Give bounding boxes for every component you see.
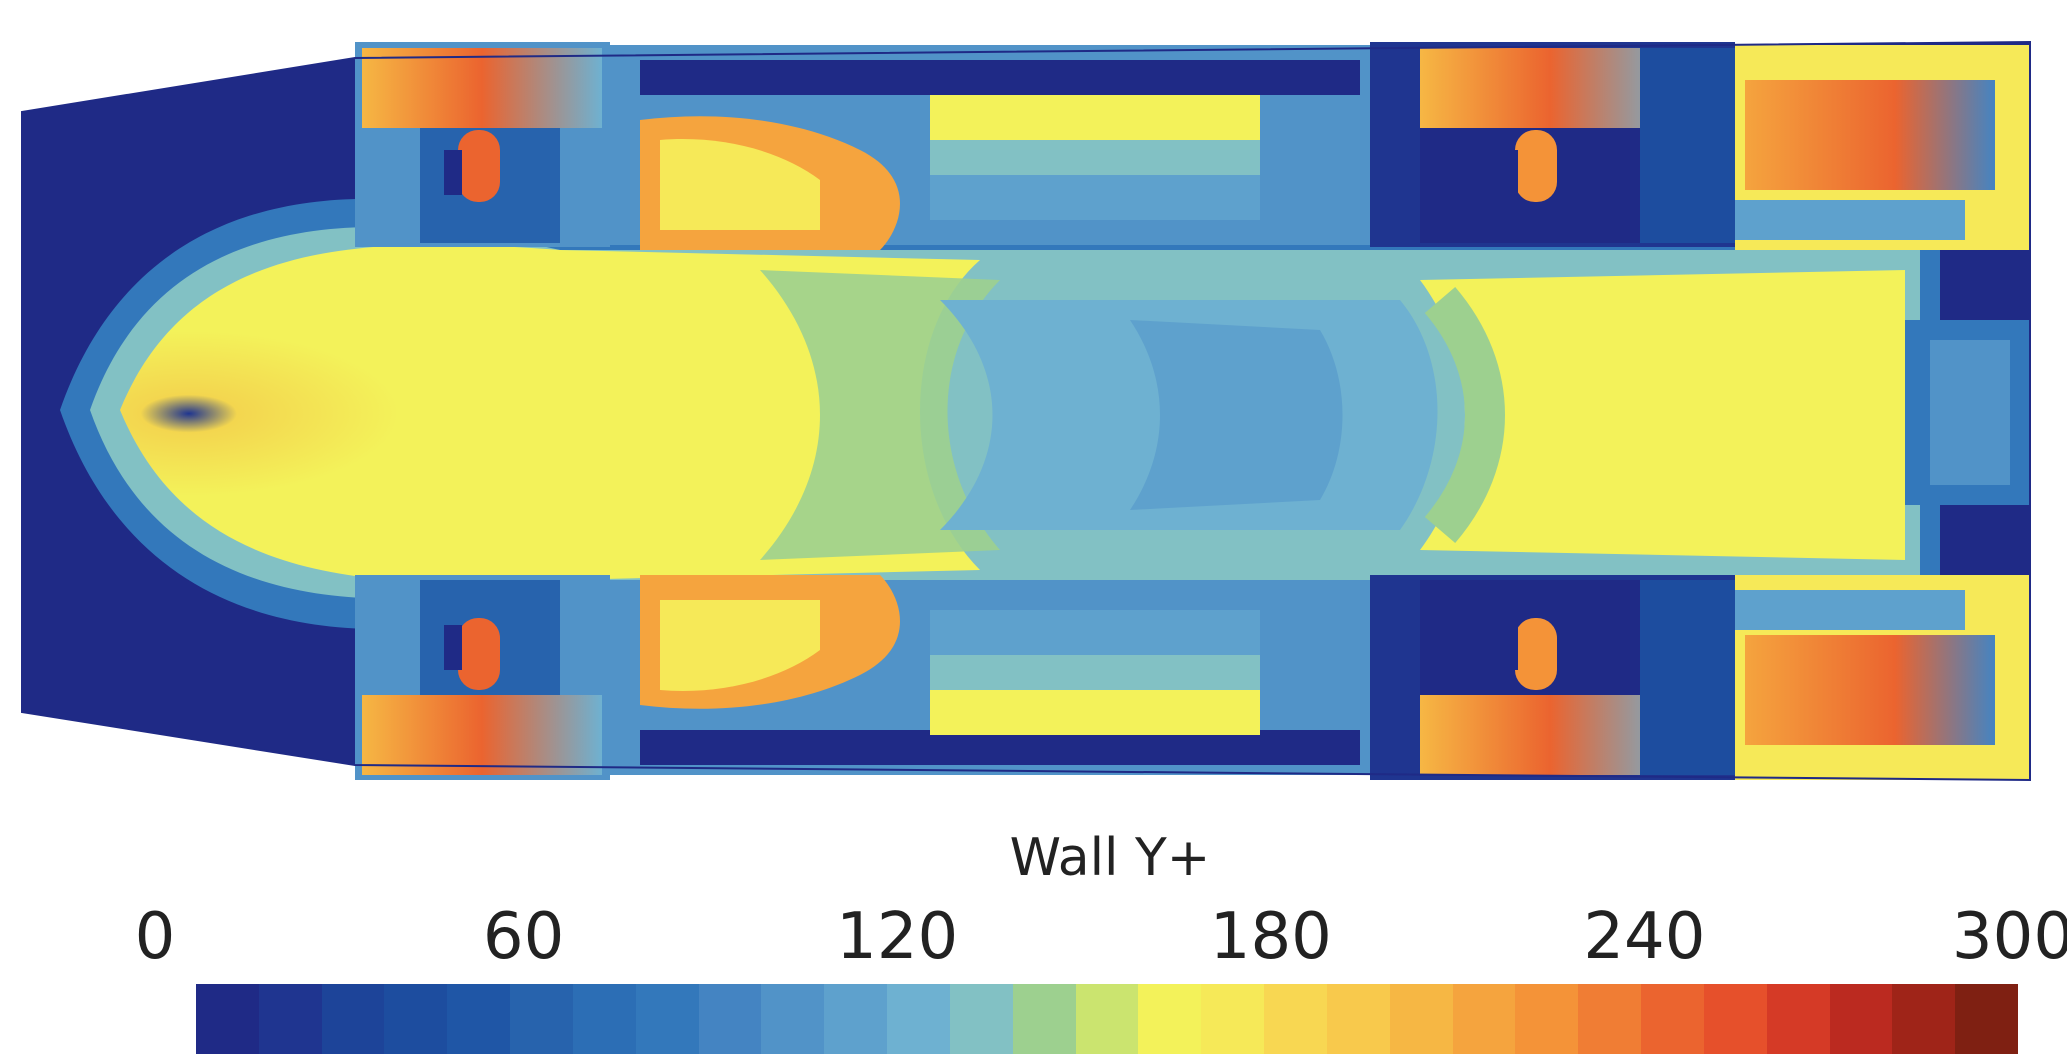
colorbar-segment	[1829, 984, 1893, 1054]
colorbar-segment	[698, 984, 762, 1054]
rear-zones	[1735, 45, 2030, 780]
colorbar-tick-label: 240	[1583, 900, 1706, 974]
colorbar-tick-label: 0	[134, 900, 176, 974]
colorbar-segment	[1578, 984, 1642, 1054]
colorbar-segment	[635, 984, 699, 1054]
front-lower-wheel	[355, 575, 610, 780]
colorbar-segment	[1389, 984, 1453, 1054]
lower-channel	[610, 575, 1370, 775]
colorbar-segment	[1955, 984, 2019, 1054]
colorbar-segment	[887, 984, 950, 1054]
upper-channel	[610, 45, 1370, 250]
colorbar-segment	[1703, 984, 1767, 1054]
colorbar-segment	[572, 984, 636, 1054]
colorbar-segment	[1326, 984, 1390, 1054]
colorbar-segment	[196, 984, 259, 1054]
colorbar-segment	[510, 984, 573, 1054]
colorbar-segment	[1075, 984, 1139, 1054]
colorbar-segment	[1515, 984, 1579, 1054]
colorbar	[196, 984, 2019, 1054]
colorbar-segment	[1264, 984, 1327, 1054]
colorbar-segment	[1138, 984, 1202, 1054]
colorbar-segment	[1201, 984, 1265, 1054]
colorbar-tick-label: 60	[482, 900, 565, 974]
colorbar-tick-label: 180	[1209, 900, 1332, 974]
colorbar-segment	[824, 984, 888, 1054]
colorbar-segment	[1452, 984, 1516, 1054]
rear-lower-wheel	[1370, 575, 1735, 780]
colorbar-title: Wall Y+	[1009, 828, 1211, 888]
colorbar-segment	[1012, 984, 1076, 1054]
rear-upper-wheel	[1370, 42, 1735, 247]
colorbar-segment	[384, 984, 448, 1054]
colorbar-tick-label: 120	[836, 900, 959, 974]
colorbar-segment	[1766, 984, 1830, 1054]
colorbar-segment	[258, 984, 322, 1054]
colorbar-segment	[321, 984, 385, 1054]
colorbar-segment	[447, 984, 511, 1054]
colorbar-segment	[1641, 984, 1704, 1054]
front-upper-wheel	[355, 42, 610, 247]
colorbar-segment	[761, 984, 825, 1054]
colorbar-segment	[1892, 984, 1956, 1054]
colorbar-tick-label: 300	[1951, 900, 2067, 974]
colorbar-segment	[949, 984, 1013, 1054]
